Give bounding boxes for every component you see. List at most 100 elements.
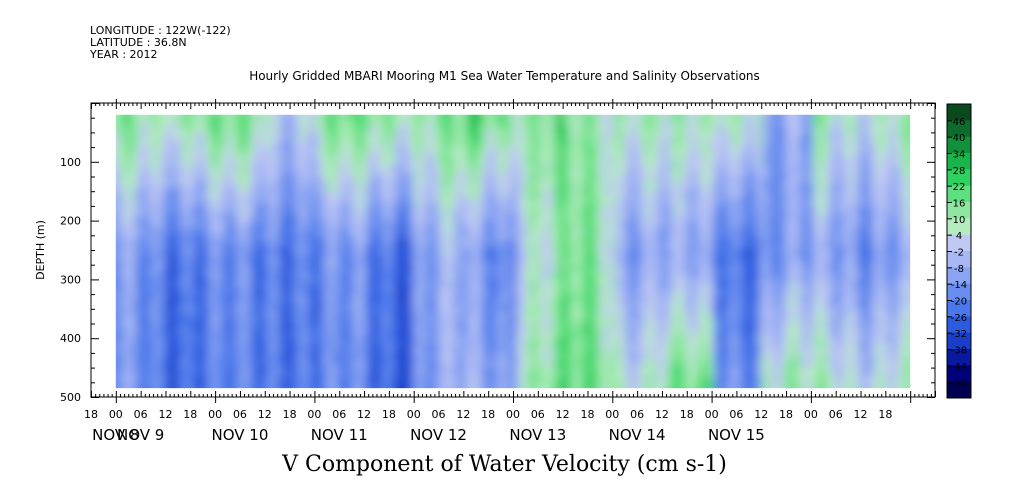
heatmap-cell — [155, 184, 160, 192]
heatmap-cell — [152, 376, 157, 384]
heatmap-cell — [170, 148, 175, 156]
heatmap-cell — [161, 286, 166, 294]
heatmap-cell — [197, 220, 202, 228]
heatmap-cell — [191, 286, 196, 294]
heatmap-cell — [209, 268, 214, 276]
heatmap-cell — [149, 114, 154, 120]
heatmap-cell — [173, 190, 178, 198]
heatmap-cell — [152, 114, 157, 120]
heatmap-cell — [143, 190, 148, 198]
heatmap-cell — [191, 208, 196, 216]
heatmap-cell — [167, 316, 172, 324]
heatmap-cell — [143, 382, 148, 389]
heatmap-cell — [227, 136, 232, 144]
heatmap-cell — [206, 322, 211, 330]
heatmap-cell — [146, 148, 151, 156]
heatmap-cell — [125, 382, 130, 389]
heatmap-cell — [128, 232, 133, 240]
heatmap-cell — [218, 292, 223, 300]
heatmap-cell — [185, 274, 190, 282]
heatmap-cell — [206, 178, 211, 186]
heatmap-cell — [128, 256, 133, 264]
heatmap-cell — [149, 310, 154, 318]
heatmap-cell — [212, 130, 217, 138]
heatmap-cell — [194, 340, 199, 348]
heatmap-cell — [215, 238, 220, 246]
heatmap-cell — [221, 214, 226, 222]
heatmap-cell — [194, 130, 199, 138]
heatmap-cell — [131, 160, 136, 168]
heatmap-cell — [191, 154, 196, 162]
heatmap-cell — [203, 178, 208, 186]
heatmap-cell — [191, 292, 196, 300]
heatmap-cell — [131, 262, 136, 270]
heatmap-cell — [119, 286, 124, 294]
heatmap-cell — [134, 358, 139, 366]
heatmap-cell — [143, 214, 148, 222]
heatmap-cell — [134, 114, 139, 120]
heatmap-cell — [167, 352, 172, 360]
heatmap-cell — [152, 310, 157, 318]
heatmap-cell — [218, 178, 223, 186]
heatmap-cell — [122, 256, 127, 264]
heatmap-cell — [206, 358, 211, 366]
heatmap-cell — [115, 238, 118, 246]
heatmap-cell — [182, 370, 187, 378]
heatmap-cell — [122, 118, 127, 126]
heatmap-cell — [131, 376, 136, 384]
heatmap-cell — [125, 244, 130, 252]
heatmap-cell — [125, 358, 130, 366]
heatmap-cell — [140, 292, 145, 300]
heatmap-cell — [146, 286, 151, 294]
heatmap-cell — [173, 268, 178, 276]
heatmap-cell — [218, 268, 223, 276]
heatmap-cell — [137, 166, 142, 174]
heatmap-cell — [224, 364, 229, 372]
heatmap-cell — [149, 208, 154, 216]
heatmap-cell — [176, 166, 181, 174]
heatmap-cell — [212, 298, 217, 306]
heatmap-cell — [122, 250, 127, 258]
heatmap-cell — [131, 148, 136, 156]
heatmap-cell — [209, 274, 214, 282]
heatmap-cell — [218, 364, 223, 372]
heatmap-cell — [179, 190, 184, 198]
heatmap-cell — [167, 160, 172, 168]
heatmap-cell — [203, 154, 208, 162]
heatmap-cell — [188, 148, 193, 156]
heatmap-cell — [140, 184, 145, 192]
heatmap-cell — [164, 376, 169, 384]
heatmap-cell — [122, 154, 127, 162]
heatmap-cell — [218, 370, 223, 378]
heatmap-cell — [212, 382, 217, 389]
heatmap-cell — [179, 346, 184, 354]
heatmap-cell — [200, 352, 205, 360]
heatmap-cell — [215, 250, 220, 258]
heatmap-cell — [176, 214, 181, 222]
heatmap-cell — [218, 148, 223, 156]
heatmap-cell — [167, 136, 172, 144]
heatmap-cell — [164, 202, 169, 210]
heatmap-cell — [152, 346, 157, 354]
heatmap-cell — [164, 322, 169, 330]
heatmap-cell — [221, 268, 226, 276]
heatmap-cell — [137, 358, 142, 366]
heatmap-cell — [224, 238, 229, 246]
heatmap-cell — [185, 184, 190, 192]
heatmap-cell — [200, 298, 205, 306]
heatmap-cell — [176, 352, 181, 360]
heatmap-cell — [116, 118, 121, 126]
heatmap-cell — [158, 166, 163, 174]
heatmap-cell — [215, 148, 220, 156]
heatmap-cell — [122, 178, 127, 186]
heatmap-cell — [134, 280, 139, 288]
heatmap-cell — [188, 196, 193, 204]
heatmap-cell — [224, 328, 229, 336]
heatmap-cell — [206, 148, 211, 156]
heatmap-cell — [179, 250, 184, 258]
heatmap-cell — [218, 166, 223, 174]
heatmap-cell — [218, 136, 223, 144]
heatmap-cell — [152, 334, 157, 342]
heatmap-cell — [188, 184, 193, 192]
heatmap-cell — [194, 142, 199, 150]
